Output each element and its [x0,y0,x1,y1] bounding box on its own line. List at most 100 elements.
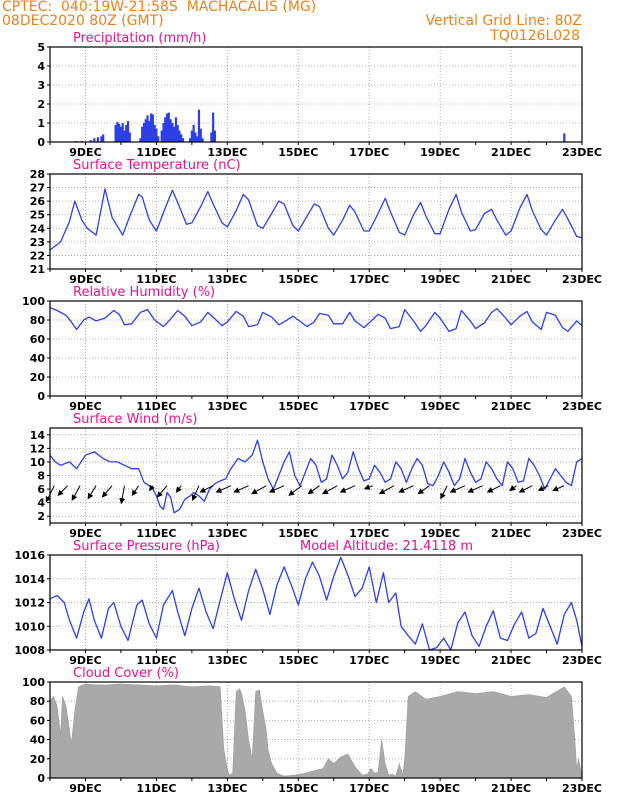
precip-bar [192,124,195,142]
cloud-xtick-label: 15DEC [278,782,318,795]
wind-arrow [552,485,565,492]
wind-arrow [509,485,517,492]
temp-xtick-label: 19DEC [420,273,460,286]
humidity-ytick-label: 100 [22,295,45,308]
cloud-ytick-label: 40 [30,734,46,747]
wind-arrow [339,485,356,493]
humidity-ytick-label: 0 [37,390,45,403]
pressure-ytick-label: 1008 [14,644,45,657]
humidity-ytick-label: 20 [30,371,46,384]
wind-xtick-label: 11DEC [136,527,176,540]
cloud-panel: Cloud Cover (%) 0 20 40 60 80 100 9DEC 11DEC 13DE… [22,666,602,795]
precip-bar [126,121,130,142]
precip-ytick-label: 3 [37,79,45,92]
humidity-xtick-label: 21DEC [491,400,531,413]
temp-xtick-label: 21DEC [491,273,531,286]
wind-xtick-label: 23DEC [562,527,602,540]
precip-ytick-label: 2 [37,98,45,111]
wind-ytick-label: 14 [30,429,46,442]
precip-bar [165,113,169,142]
cloud-xtick-label: 21DEC [491,782,531,795]
precip-bar [180,134,183,142]
precip-bar [100,136,103,142]
precip-xtick-label: 15DEC [278,146,318,159]
wind-ytick-label: 6 [37,483,45,496]
precip-bar [118,123,121,142]
wind-arrow [417,485,430,495]
pressure-xtick-label: 19DEC [420,654,460,667]
header-run-time: 08DEC2020 80Z (GMT) [2,13,164,29]
temp-ytick-label: 22 [30,249,45,262]
precip-bar [167,112,170,142]
precip-bar [102,134,105,142]
pressure-xtick-label: 17DEC [349,654,389,667]
precip-bar [178,130,181,142]
precip-bar [142,123,146,142]
precip-bar [563,133,566,142]
wind-arrow [71,485,81,501]
wind-ytick-label: 10 [30,456,46,469]
wind-arrow [486,485,501,493]
wind-arrow [156,485,168,498]
pressure-title: Surface Pressure (hPa) [73,539,220,554]
precip-xtick-label: 21DEC [491,146,531,159]
precip-bar [164,117,167,142]
pressure-xtick-label: 21DEC [491,654,531,667]
pressure-ytick-label: 1012 [14,597,45,610]
precip-ytick-label: 1 [37,117,45,130]
precip-bar [144,119,147,142]
humidity-ytick-label: 80 [30,314,46,327]
pressure-series-line [49,556,583,651]
humidity-ytick-label: 60 [30,333,46,346]
precip-bar [128,132,131,142]
precip-ytick-label: 5 [37,41,45,54]
precip-bar [188,138,192,142]
wind-arrow [363,484,373,490]
precip-bar [162,123,165,142]
precip-xtick-label: 23DEC [562,146,602,159]
temp-panel: Surface Temperature (nC) 2122232425262728… [30,158,602,286]
temp-xtick-label: 15DEC [278,273,318,286]
humidity-xtick-label: 23DEC [562,400,602,413]
wind-xtick-label: 13DEC [207,527,247,540]
wind-arrow [215,485,232,493]
cloud-ytick-label: 20 [30,753,46,766]
precip-bar [199,128,202,142]
precip-bar [212,112,215,142]
pressure-ytick-label: 1014 [14,573,45,586]
wind-arrow [199,485,214,493]
header-grid-line: Vertical Grid Line: 80Z [425,13,582,29]
cloud-xtick-label: 13DEC [207,782,247,795]
header-station: CPTEC: 040:19W-21:58S MACHACALIS (MG) [2,0,317,15]
pressure-annotation: Model Altitude: 21.4118 m [300,539,473,554]
cloud-ytick-label: 100 [22,676,45,689]
precip-ytick-label: 0 [37,136,45,149]
wind-arrow [233,485,249,493]
wind-arrow [398,485,414,493]
precip-bar [213,130,217,142]
precip-xtick-label: 9DEC [69,146,101,159]
wind-arrow [537,485,549,491]
wind-arrow [57,485,69,496]
pressure-panel: Surface Pressure (hPa) Model Altitude: 21… [14,539,602,667]
precip-bar [171,123,174,142]
precip-xtick-label: 11DEC [136,146,176,159]
precip-bar [201,138,204,142]
humidity-xtick-label: 17DEC [349,400,389,413]
wind-arrow [288,485,303,496]
precip-bar [123,130,126,142]
wind-arrow [191,485,200,501]
wind-ytick-label: 4 [37,497,45,510]
wind-ytick-label: 8 [37,470,45,483]
precip-panel: Precipitation (mm/h) 0 1 2 3 4 5 9DEC 11DEC 13DEC… [37,31,602,159]
wind-xtick-label: 9DEC [69,527,101,540]
cloud-ytick-label: 80 [30,695,46,708]
precip-bar [160,130,163,142]
pressure-xtick-label: 23DEC [562,654,602,667]
precip-bar [116,122,119,142]
wind-arrow [449,485,466,493]
wind-series-line [49,439,583,514]
humidity-panel: Relative Humidity (%) 0 20 40 60 80 100 9DEC 11D… [22,285,602,413]
